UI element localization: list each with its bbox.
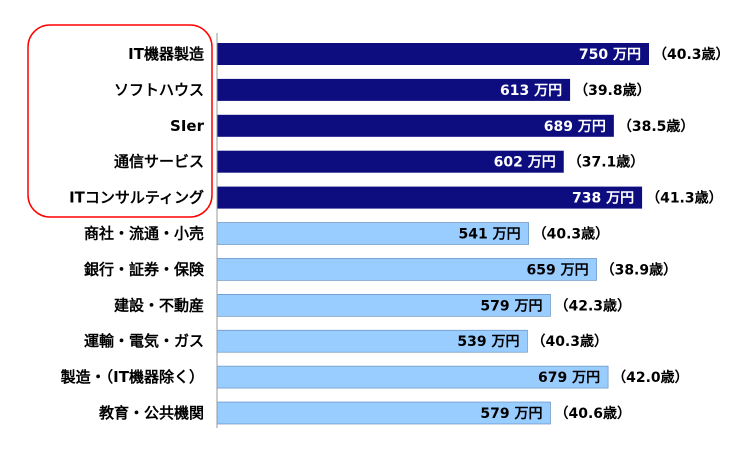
category-label: 通信サービス: [114, 153, 204, 171]
value-label: 679 万円: [538, 370, 600, 386]
age-label: （40.3歳）: [531, 333, 608, 350]
age-label: （41.3歳）: [646, 190, 723, 207]
category-label: 教育・公共機関: [98, 404, 204, 422]
bar: [217, 114, 614, 137]
value-label: 541 万円: [459, 227, 521, 243]
age-label: （40.3歳）: [533, 226, 610, 243]
age-label: （38.9歳）: [601, 261, 678, 278]
category-label: 商社・流通・小売: [84, 225, 204, 243]
category-label: 製造・（IT機器除く）: [60, 368, 204, 386]
category-label: ソフトハウス: [114, 81, 204, 99]
bar: [217, 78, 571, 101]
value-label: 579 万円: [480, 298, 542, 314]
age-label: （39.8歳）: [574, 82, 651, 99]
category-label: IT機器製造: [128, 45, 204, 63]
bars-group: IT機器製造 750 万円 （40.3歳） ソフトハウス 613 万円 （39.8歳） SI…: [60, 43, 730, 425]
bar: [217, 43, 649, 65]
age-label: （38.5歳）: [618, 118, 695, 135]
value-label: 659 万円: [526, 262, 588, 278]
age-label: （42.3歳）: [555, 297, 632, 314]
category-label: 建設・不動産: [114, 296, 204, 314]
value-label: 602 万円: [494, 155, 556, 171]
value-label: 689 万円: [544, 119, 606, 135]
category-label: SIer: [170, 117, 205, 135]
category-label: ITコンサルティング: [69, 189, 204, 207]
age-label: （42.0歳）: [612, 369, 689, 386]
bar: [217, 186, 643, 209]
age-label: （40.3歳）: [653, 46, 730, 63]
highlight-box: [27, 24, 213, 218]
value-label: 539 万円: [457, 334, 519, 350]
value-label: 738 万円: [572, 191, 634, 207]
value-label: 579 万円: [480, 406, 542, 422]
bar: [217, 150, 564, 173]
category-label: 銀行・証券・保険: [84, 260, 205, 278]
value-label: 613 万円: [500, 83, 562, 99]
category-label: 運輸・電気・ガス: [84, 332, 204, 350]
age-label: （40.6歳）: [555, 405, 632, 422]
age-label: （37.1歳）: [568, 154, 645, 171]
value-label: 750 万円: [579, 47, 641, 63]
